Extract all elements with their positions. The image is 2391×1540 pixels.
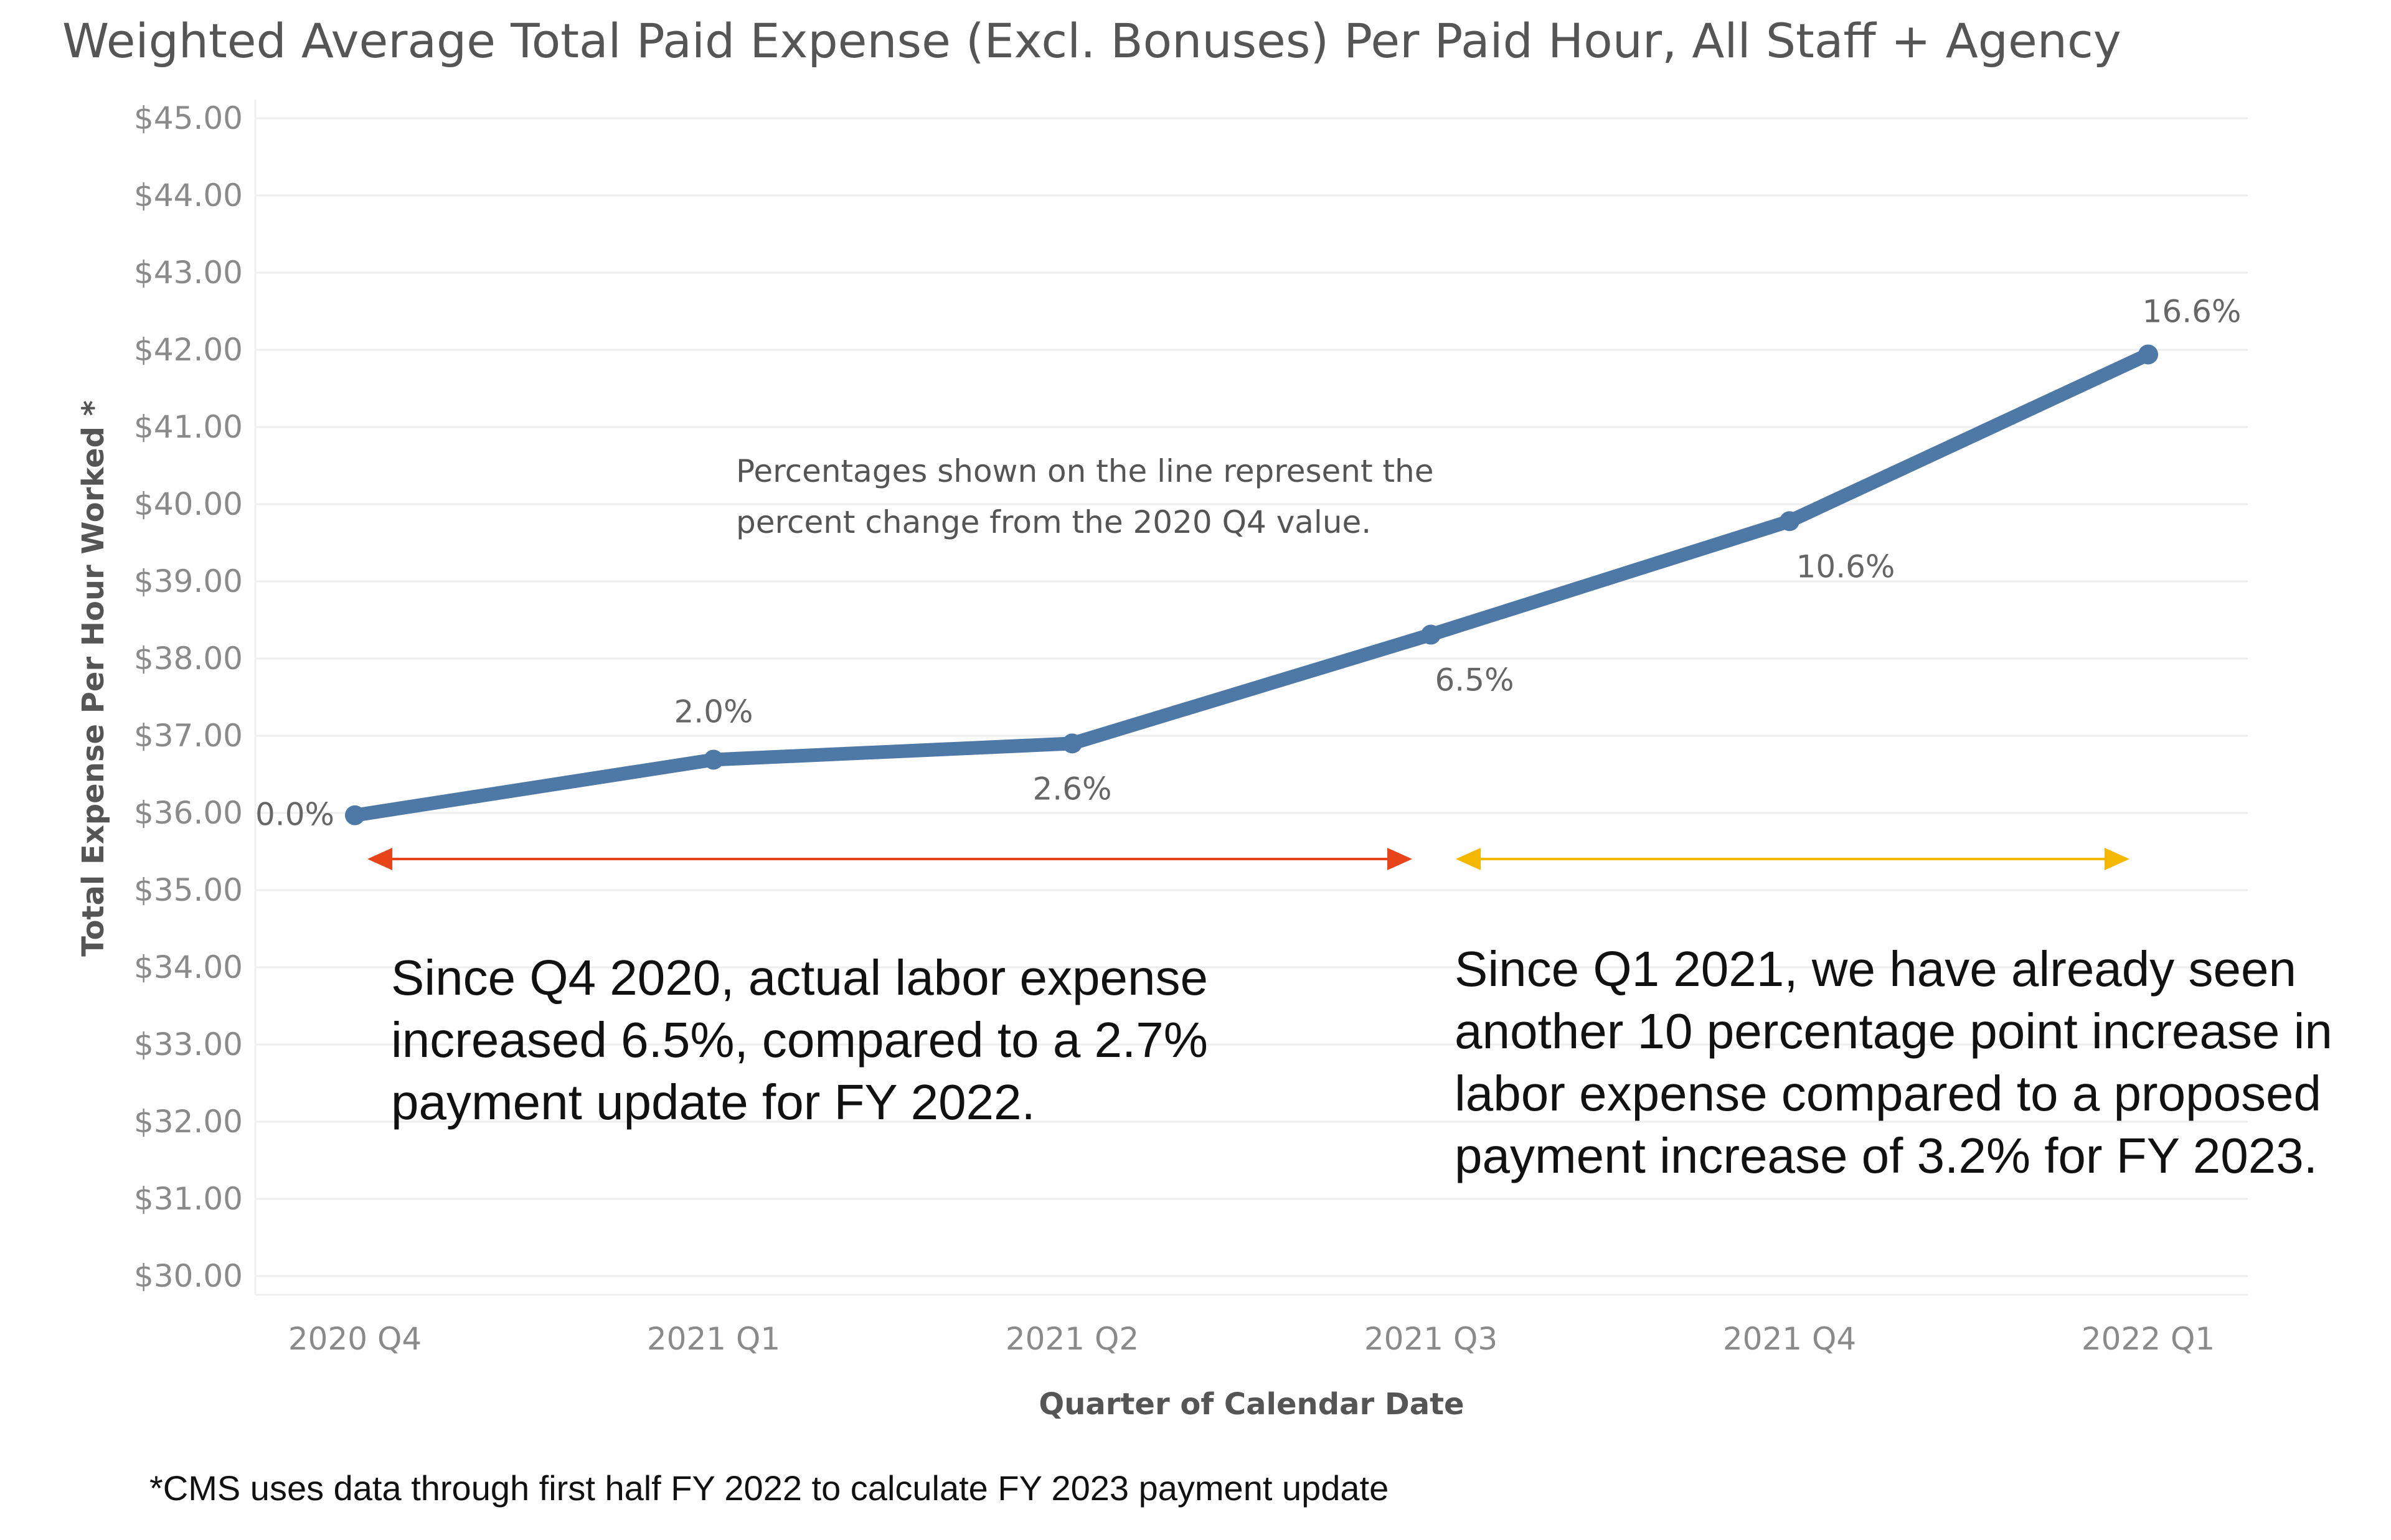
data-point: [2138, 344, 2158, 365]
range-arrow: [1456, 848, 2129, 870]
data-labels: 0.0% 2.0% 2.6% 6.5% 10.6% 16.6%: [255, 293, 2241, 832]
footnote: *CMS uses data through first half FY 202…: [149, 1468, 1389, 1508]
x-tick-label: 2021 Q3: [1364, 1321, 1497, 1357]
y-tick-label: $40.00: [134, 486, 243, 522]
series-path: [348, 347, 2155, 822]
x-tick-label: 2020 Q4: [288, 1321, 422, 1357]
callout-right-line-2: another 10 percentage point increase in: [1455, 1003, 2332, 1059]
y-tick-label: $33.00: [134, 1026, 243, 1063]
range-arrow-head-left: [367, 848, 392, 870]
x-tick-label: 2021 Q2: [1006, 1321, 1139, 1357]
range-arrow-head-right: [2105, 848, 2129, 870]
y-tick-label: $42.00: [134, 332, 243, 368]
series-line: [345, 344, 2158, 825]
x-tick-label: 2021 Q1: [647, 1321, 780, 1357]
data-point: [345, 805, 365, 825]
range-arrows: [367, 848, 2129, 870]
data-point: [1421, 624, 1441, 645]
data-label: 0.0%: [255, 797, 334, 833]
x-tick-label: 2022 Q1: [2082, 1321, 2215, 1357]
callout-right: Since Q1 2021, we have already seen anot…: [1455, 941, 2332, 1183]
x-tick-label: 2021 Q4: [1723, 1321, 1856, 1357]
range-arrow-head-right: [1387, 848, 1412, 870]
y-tick-label: $45.00: [134, 100, 243, 136]
callout-left-line-3: payment update for FY 2022.: [391, 1074, 1035, 1130]
range-arrow: [367, 848, 1412, 870]
data-label: 16.6%: [2143, 293, 2242, 329]
data-point: [704, 749, 724, 770]
callout-left-line-2: increased 6.5%, compared to a 2.7%: [391, 1012, 1208, 1068]
range-arrow-head-left: [1456, 848, 1481, 870]
data-label: 6.5%: [1435, 662, 1514, 698]
data-label: 2.0%: [674, 693, 753, 730]
y-tick-label: $37.00: [134, 718, 243, 754]
x-axis-label: Quarter of Calendar Date: [1039, 1387, 1464, 1422]
y-tick-label: $30.00: [134, 1258, 243, 1294]
y-tick-label: $35.00: [134, 872, 243, 908]
gridlines: [254, 100, 2248, 1296]
y-tick-label: $43.00: [134, 255, 243, 291]
callout-right-line-1: Since Q1 2021, we have already seen: [1455, 941, 2296, 997]
y-axis-label: Total Expense Per Hour Worked *: [76, 400, 111, 957]
y-tick-label: $32.00: [134, 1104, 243, 1140]
y-tick-label: $41.00: [134, 409, 243, 445]
y-tick-label: $36.00: [134, 795, 243, 831]
y-axis-ticks: $30.00 $31.00 $32.00 $33.00 $34.00 $35.00 $36.…: [134, 100, 243, 1294]
data-label: 10.6%: [1796, 548, 1895, 585]
callout-left: Since Q4 2020, actual labor expense incr…: [391, 950, 1208, 1130]
y-tick-label: $39.00: [134, 563, 243, 599]
callout-left-line-1: Since Q4 2020, actual labor expense: [391, 950, 1208, 1005]
y-tick-label: $34.00: [134, 949, 243, 985]
y-tick-label: $38.00: [134, 641, 243, 677]
data-point: [1780, 511, 1799, 532]
y-tick-label: $44.00: [134, 177, 243, 214]
callout-right-line-3: labor expense compared to a proposed: [1455, 1066, 2321, 1121]
data-label: 2.6%: [1032, 771, 1111, 807]
data-point: [1062, 733, 1082, 754]
callout-right-line-4: payment increase of 3.2% for FY 2023.: [1455, 1128, 2318, 1183]
chart-title: Weighted Average Total Paid Expense (Exc…: [62, 13, 2121, 68]
annotation-note-line-2: percent change from the 2020 Q4 value.: [736, 504, 1371, 540]
x-axis-ticks: 2020 Q4 2021 Q1 2021 Q2 2021 Q3 2021 Q4 2022 …: [288, 1321, 2215, 1357]
annotation-note-line-1: Percentages shown on the line represent …: [736, 453, 1434, 489]
y-tick-label: $31.00: [134, 1181, 243, 1217]
